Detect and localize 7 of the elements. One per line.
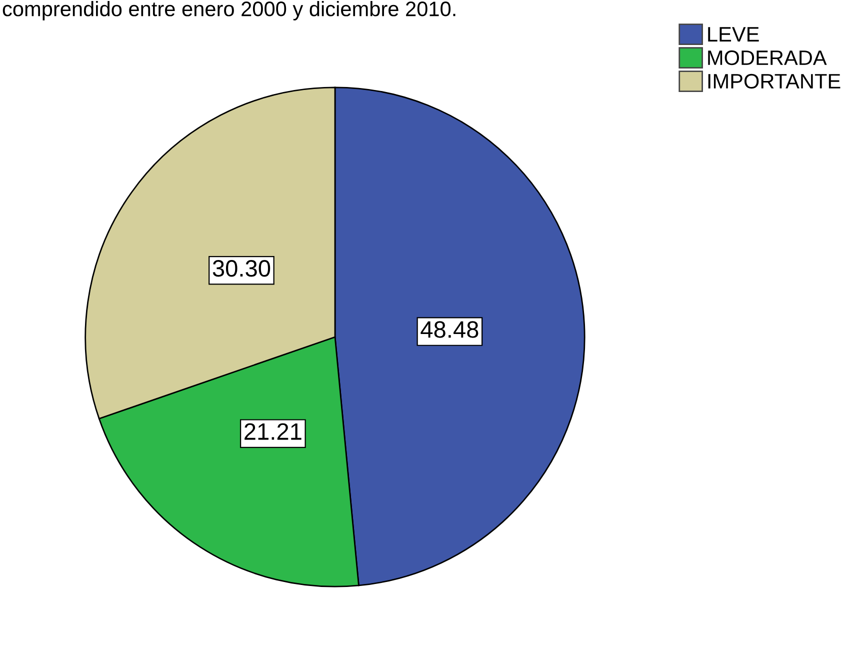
legend-label: MODERADA [708,50,827,66]
legend-label: IMPORTANTE [708,74,840,89]
data-label: 48.48 [420,321,478,338]
chart-title: comprendido entre enero 2000 y diciembre 2010. [2,1,456,20]
legend-label: LEVE [708,27,759,42]
data-label: 30.30 [212,260,270,277]
data-label: 21.21 [244,423,302,440]
